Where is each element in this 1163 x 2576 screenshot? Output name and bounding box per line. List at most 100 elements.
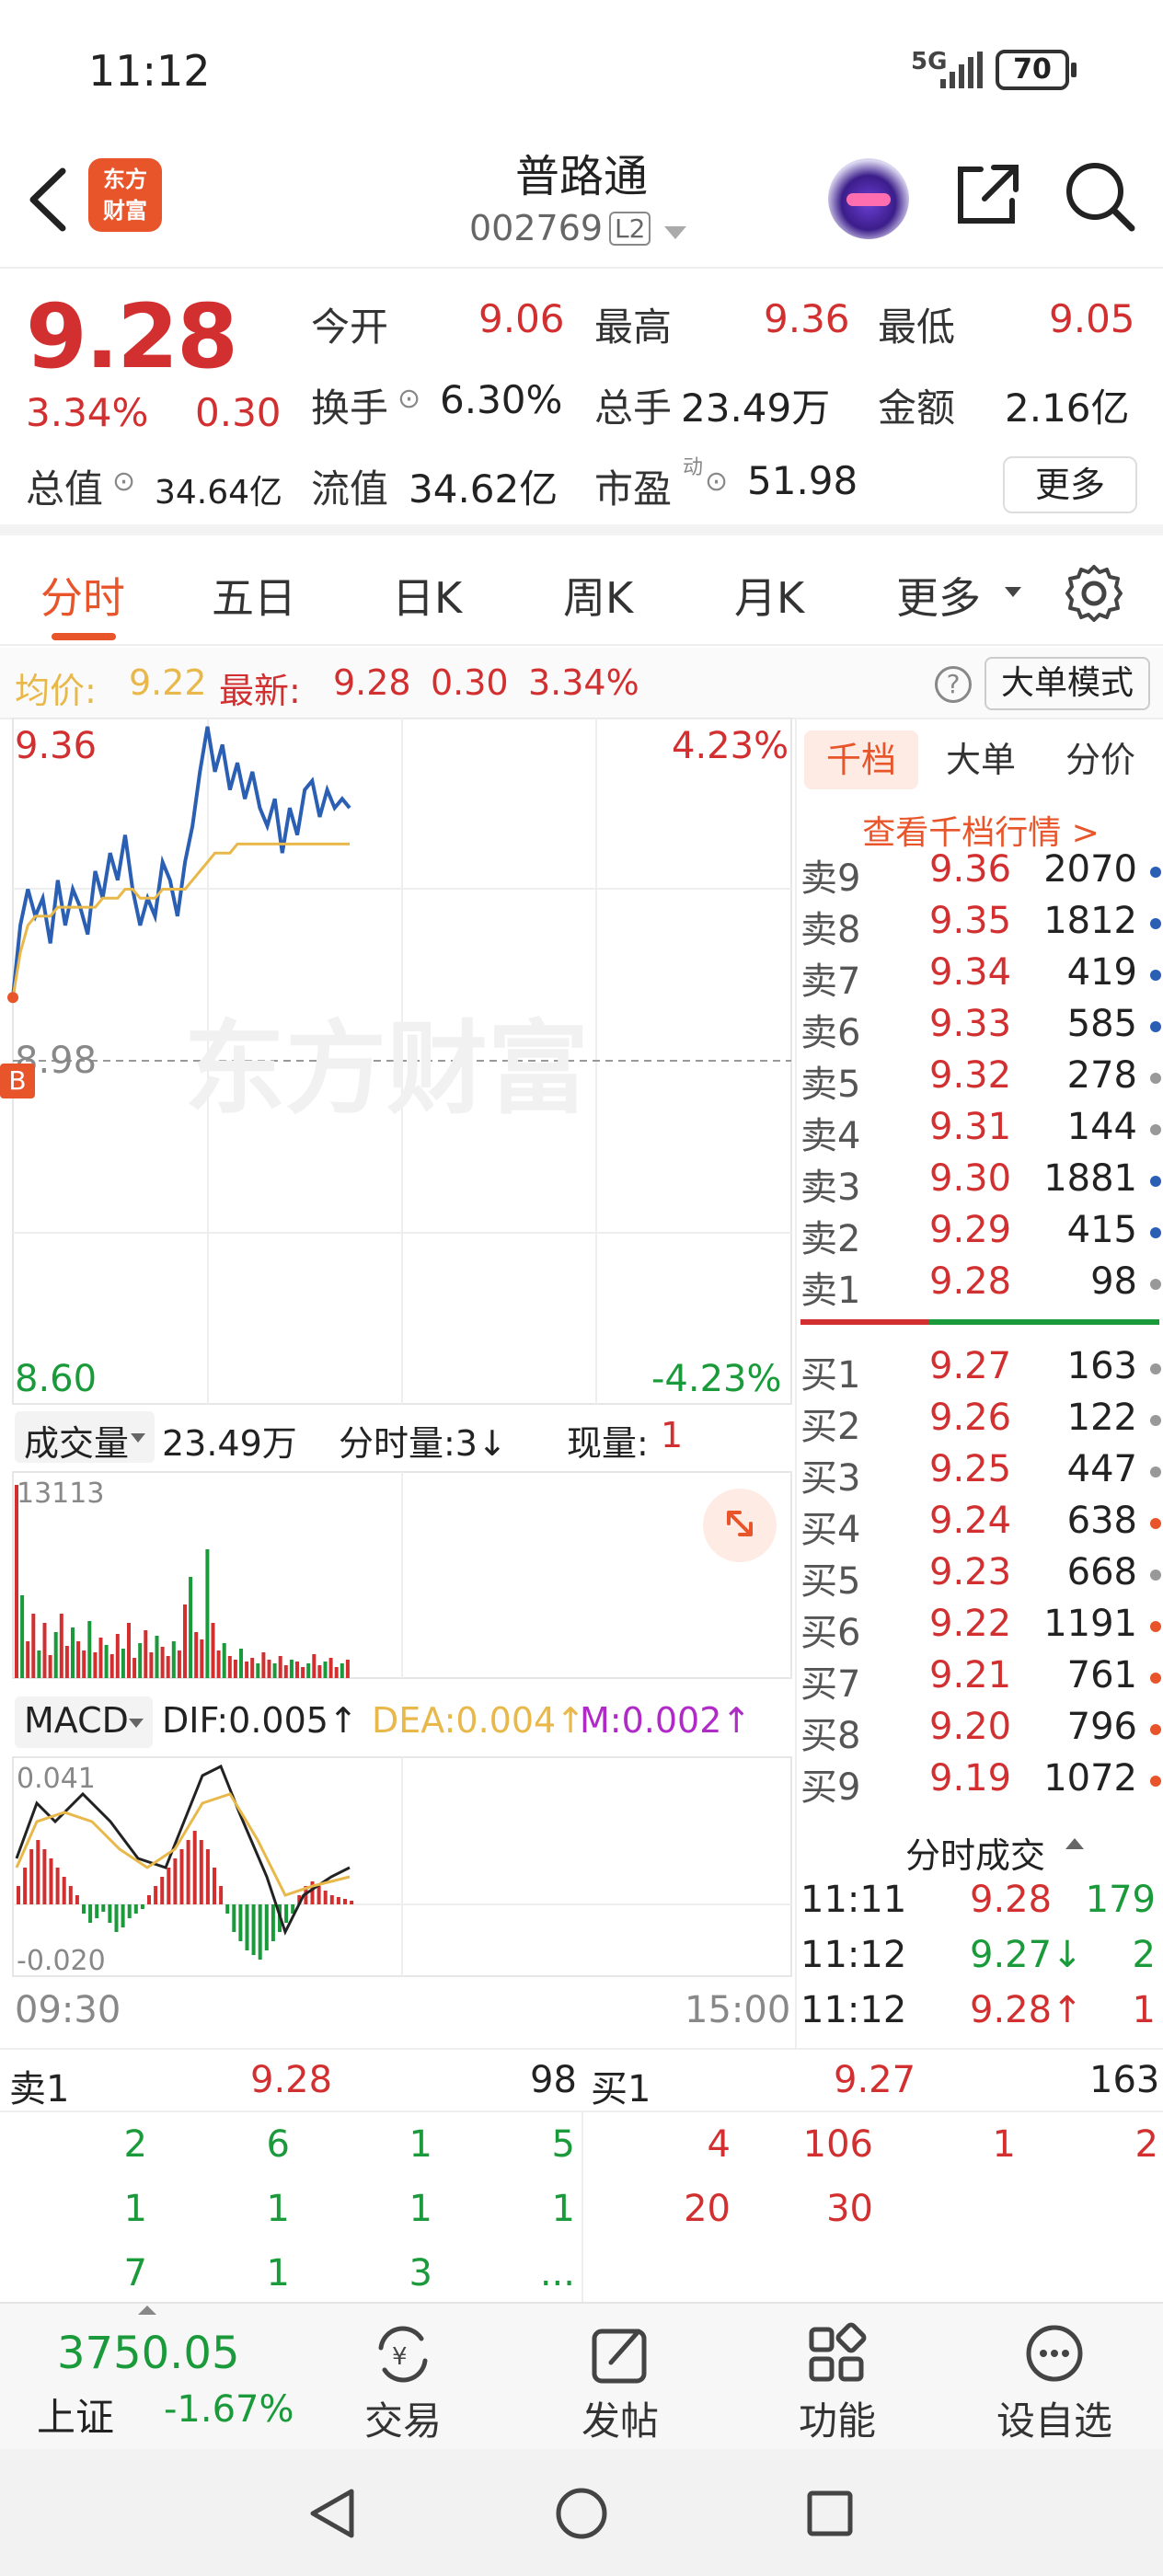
index-name[interactable]: 上证 (37, 2395, 115, 2440)
add-watchlist-button[interactable]: 设自选 (972, 2322, 1137, 2446)
search-icon[interactable] (1064, 160, 1137, 234)
more-button[interactable]: 更多 (1003, 456, 1137, 513)
macd-bar (121, 1904, 125, 1927)
ask1-price: 9.28 (250, 2059, 333, 2101)
bid-level-row[interactable]: 买8 9.20 796 (800, 1706, 1161, 1757)
bid-level-volume: 638 (1066, 1500, 1137, 1542)
bid-level-row[interactable]: 买7 9.21 761 (800, 1654, 1161, 1706)
trade-row: 11:12 9.28↑ 1 (800, 1989, 1161, 2044)
bottom-toolbar: 3750.05 上证 -1.67% ¥ 交易 发帖 功能 设自选 (0, 2302, 1163, 2449)
level-badge[interactable]: L2 (609, 212, 651, 246)
edit-icon (592, 2329, 647, 2384)
ask-level-row[interactable]: 卖2 9.29 415 (800, 1209, 1161, 1260)
ask-level-price: 9.35 (929, 900, 1012, 942)
tab-more[interactable]: 更多 (896, 573, 981, 623)
bid-level-row[interactable]: 买6 9.22 1191 (800, 1603, 1161, 1654)
bid-level-row[interactable]: 买3 9.25 447 (800, 1448, 1161, 1500)
ask-level-price: 9.31 (929, 1106, 1012, 1148)
volume-bar (189, 1577, 193, 1678)
ask-level-row[interactable]: 卖6 9.33 585 (800, 1003, 1161, 1054)
macd-bar (219, 1886, 224, 1904)
back-icon[interactable] (26, 166, 70, 234)
expand-button[interactable] (703, 1489, 777, 1562)
info-icon[interactable]: ⊙ (397, 383, 421, 415)
bid-queue-order: 106 (802, 2123, 873, 2166)
post-button[interactable]: 发帖 (537, 2322, 703, 2446)
chevron-down-icon[interactable] (664, 226, 686, 239)
big-order-mode-button[interactable]: 大单模式 (985, 657, 1150, 710)
intraday-chart[interactable]: 东方财富 9.36 4.23% 8.98 B 8.60 -4.23% 成交量 2… (0, 717, 795, 2048)
trades-title[interactable]: 分时成交 (905, 1835, 1046, 1876)
ask-level-label: 卖3 (800, 1167, 861, 1209)
gear-icon[interactable] (1064, 563, 1124, 624)
current-volume-label: 现量: (567, 1423, 649, 1464)
assistant-avatar-icon[interactable] (828, 158, 909, 239)
tab-price-distribution[interactable]: 分价 (1065, 740, 1135, 780)
divider (582, 2110, 583, 2304)
trade-button[interactable]: ¥ 交易 (320, 2322, 486, 2446)
ask-level-row[interactable]: 卖1 9.28 98 (800, 1260, 1161, 1312)
ask-level-row[interactable]: 卖4 9.31 144 (800, 1106, 1161, 1157)
caret-down-icon[interactable] (1005, 587, 1021, 597)
trade-label: 交易 (363, 2398, 442, 2444)
ask-level-row[interactable]: 卖8 9.35 1812 (800, 900, 1161, 951)
ask-level-row[interactable]: 卖9 9.36 2070 (800, 848, 1161, 900)
macd-bar (75, 1895, 79, 1904)
ask-level-price: 9.33 (929, 1003, 1012, 1045)
volume-bar (194, 1632, 199, 1678)
bid-level-row[interactable]: 买4 9.24 638 (800, 1500, 1161, 1551)
turnover-label: 换手 (311, 385, 389, 431)
ask-level-row[interactable]: 卖7 9.34 419 (800, 951, 1161, 1003)
macd-bar (336, 1897, 340, 1904)
info-icon[interactable]: ⊙ (705, 466, 729, 498)
tab-intraday[interactable]: 分时 (40, 573, 125, 623)
caret-up-icon[interactable] (1065, 1838, 1084, 1849)
tab-monthly-k[interactable]: 月K (734, 573, 805, 623)
bid-level-label: 买7 (800, 1663, 861, 1706)
tab-big-orders[interactable]: 大单 (945, 740, 1016, 780)
tab-thousand-levels[interactable]: 千档 (804, 730, 918, 789)
tab-five-day[interactable]: 五日 (212, 573, 296, 623)
ask-level-price: 9.32 (929, 1054, 1012, 1097)
volume-value: 23.49万 (681, 385, 831, 431)
home-nav-icon[interactable] (554, 2486, 609, 2541)
tab-daily-k[interactable]: 日K (392, 573, 463, 623)
tab-weekly-k[interactable]: 周K (563, 573, 634, 623)
volume-bar (149, 1652, 154, 1678)
stock-code: 002769 (469, 208, 604, 248)
share-icon[interactable] (953, 162, 1021, 228)
y-axis-max-pct: 4.23% (672, 725, 789, 767)
bid-level-row[interactable]: 买9 9.19 1072 (800, 1757, 1161, 1809)
bid-level-row[interactable]: 买1 9.27 163 (800, 1345, 1161, 1397)
index-value[interactable]: 3750.05 (57, 2328, 240, 2379)
recents-nav-icon[interactable] (802, 2486, 858, 2541)
ask-level-price: 9.34 (929, 951, 1012, 994)
ask-level-row[interactable]: 卖5 9.32 278 (800, 1054, 1161, 1106)
macd-bar (114, 1904, 119, 1932)
ask-level-label: 卖6 (800, 1012, 861, 1054)
ask-level-row[interactable]: 卖3 9.30 1881 (800, 1157, 1161, 1209)
volume-bar (93, 1652, 98, 1678)
buy-marker[interactable]: B (0, 1064, 35, 1098)
help-icon[interactable]: ? (935, 666, 972, 703)
app-logo[interactable]: 东方 财富 (88, 158, 162, 232)
features-button[interactable]: 功能 (754, 2322, 920, 2446)
high-label: 最高 (594, 305, 673, 350)
float-cap-value: 34.62亿 (409, 466, 558, 512)
macd-bar (62, 1877, 66, 1904)
index-pct[interactable]: -1.67% (164, 2388, 294, 2431)
bid-level-row[interactable]: 买2 9.26 122 (800, 1397, 1161, 1448)
info-icon[interactable]: ⊙ (112, 466, 136, 498)
bid-level-row[interactable]: 买5 9.23 668 (800, 1551, 1161, 1603)
latest-change: 0.30 (431, 662, 509, 703)
amount-label: 金额 (878, 385, 956, 431)
caret-up-icon[interactable] (138, 2306, 156, 2315)
macd-bar (213, 1868, 216, 1904)
more-icon (1026, 2325, 1083, 2382)
back-nav-icon[interactable] (305, 2486, 361, 2541)
volume-bar (205, 1549, 210, 1678)
volume-bar (211, 1623, 215, 1678)
ask-queue-order: ... (539, 2252, 575, 2294)
volume-bar (109, 1654, 114, 1678)
view-levels-link[interactable]: 查看千档行情 > (862, 814, 1100, 852)
